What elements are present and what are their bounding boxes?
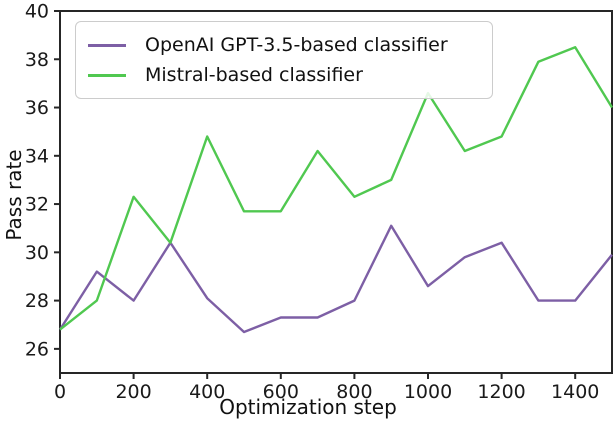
mistral-line-swatch-icon xyxy=(88,73,126,77)
y-axis-label: Pass rate xyxy=(2,149,26,241)
gpt35-line-swatch-icon xyxy=(88,43,126,47)
svg-text:1000: 1000 xyxy=(404,381,452,403)
svg-text:40: 40 xyxy=(25,1,49,23)
legend-item-gpt35: OpenAI GPT-3.5-based classifier xyxy=(86,30,480,60)
svg-text:200: 200 xyxy=(115,381,151,403)
legend-label-gpt35: OpenAI GPT-3.5-based classifier xyxy=(145,34,448,56)
legend: OpenAI GPT-3.5-based classifier Mistral-… xyxy=(75,21,493,99)
svg-text:38: 38 xyxy=(25,49,49,71)
x-axis-label: Optimization step xyxy=(219,395,397,419)
svg-text:1400: 1400 xyxy=(551,381,599,403)
svg-text:800: 800 xyxy=(336,381,372,403)
svg-text:30: 30 xyxy=(25,242,49,264)
svg-text:32: 32 xyxy=(25,194,49,216)
svg-text:36: 36 xyxy=(25,97,49,119)
svg-text:28: 28 xyxy=(25,290,49,312)
svg-text:26: 26 xyxy=(25,338,49,360)
svg-text:600: 600 xyxy=(263,381,299,403)
legend-item-mistral: Mistral-based classifier xyxy=(86,60,480,90)
svg-text:400: 400 xyxy=(189,381,225,403)
svg-text:0: 0 xyxy=(54,381,66,403)
legend-label-mistral: Mistral-based classifier xyxy=(145,64,363,86)
svg-text:1200: 1200 xyxy=(477,381,525,403)
svg-text:34: 34 xyxy=(25,145,49,167)
